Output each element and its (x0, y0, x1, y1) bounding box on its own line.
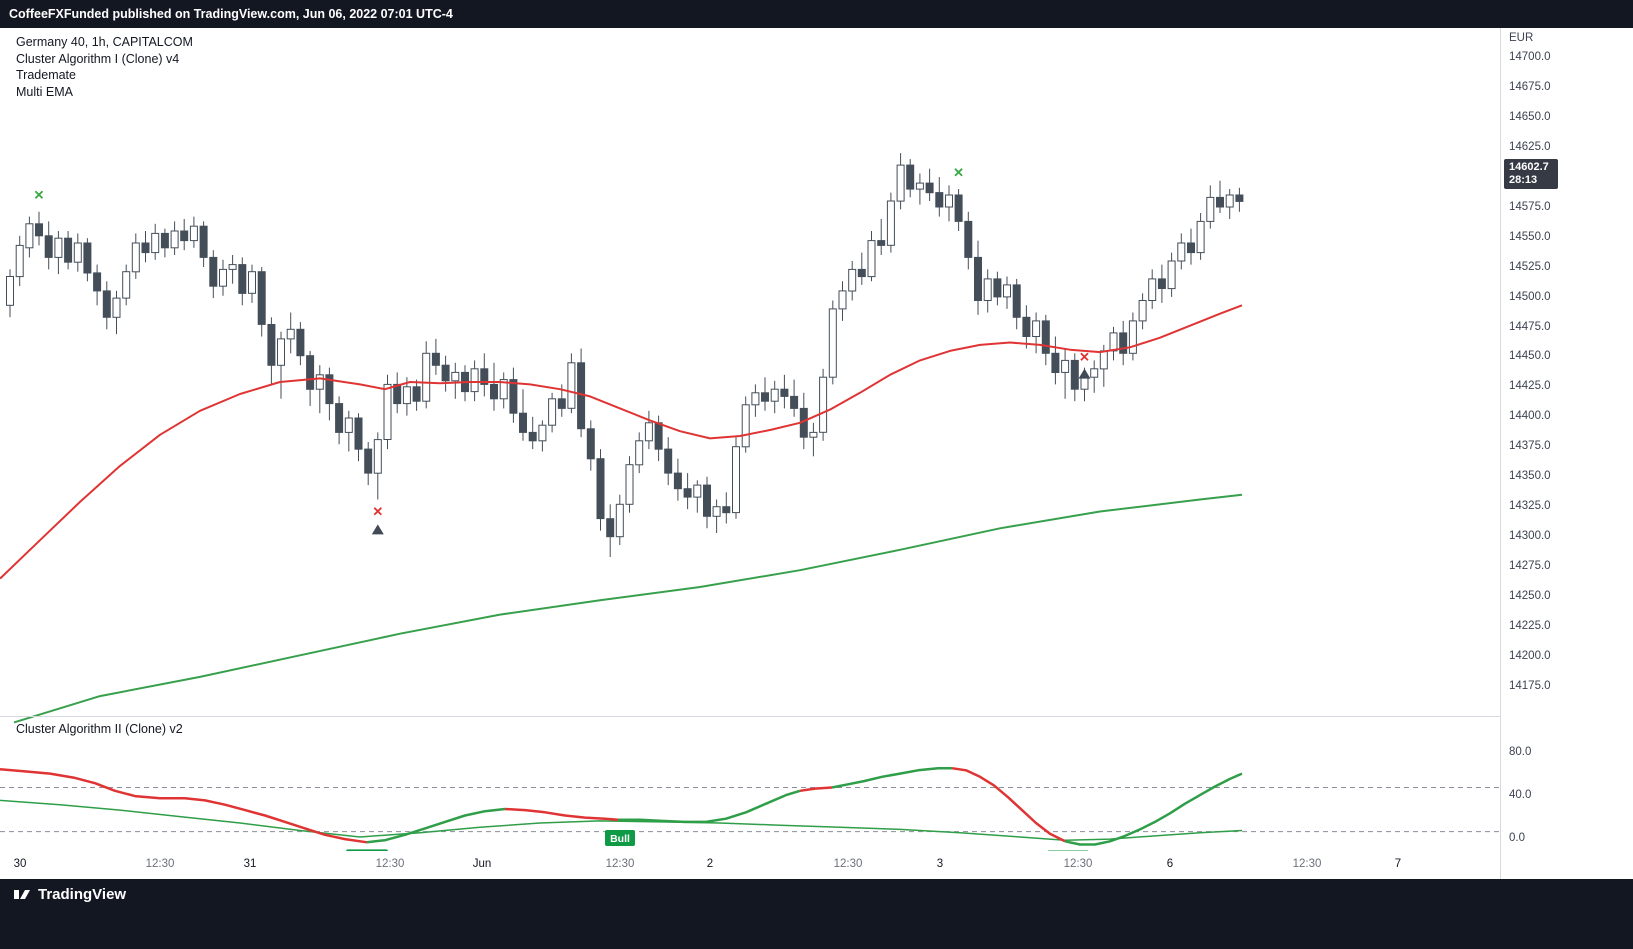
price-axis-label: 14300.0 (1509, 530, 1551, 543)
price-axis-label: 14350.0 (1509, 470, 1551, 483)
oscillator-main-line (831, 766, 952, 789)
indicator-cluster-algorithm-1[interactable]: Cluster Algorithm I (Clone) v4 (16, 51, 180, 66)
price-axis-label: 14500.0 (1509, 290, 1551, 303)
price-axis-label: 14250.0 (1509, 590, 1551, 603)
signal-x-marker: ✕ (34, 188, 45, 203)
last-price-badge: 14602.7 28:13 (1504, 159, 1558, 190)
last-price-value: 14602.7 (1509, 161, 1549, 174)
pane-divider[interactable] (0, 716, 1633, 717)
time-axis-label: 12:30 (145, 858, 175, 870)
footer-bar: TradingView (0, 879, 1633, 949)
price-axis[interactable]: EUR 14602.7 28:13 14700.0 14675.0 14650.0 1… (1500, 28, 1633, 879)
time-axis-label: 2 (706, 858, 714, 870)
price-axis-label: 14625.0 (1509, 140, 1551, 153)
price-axis-label: 14375.0 (1509, 440, 1551, 453)
publish-banner: CoffeeFXFunded published on TradingView.… (0, 0, 1633, 28)
time-axis-label: 12:30 (1292, 858, 1322, 870)
oscillator-main-line (1064, 772, 1243, 846)
time-axis-label: 30 (13, 858, 27, 870)
tradingview-logo-icon (14, 890, 30, 899)
oscillator-pane[interactable]: H BullBullH Bull (0, 744, 1500, 879)
oscillator-main-line (0, 768, 368, 844)
svg-text:Bull: Bull (610, 833, 630, 845)
price-axis-label: 14525.0 (1509, 260, 1551, 273)
signal-x-marker: ✕ (1079, 349, 1090, 364)
indicator-trademate[interactable]: Trademate (16, 68, 76, 82)
time-axis-label: 12:30 (1063, 858, 1093, 870)
time-axis-label: 6 (1166, 858, 1174, 870)
price-axis-label: 14450.0 (1509, 350, 1551, 363)
time-axis-label: 3 (936, 858, 944, 870)
tradingview-logo-text: TradingView (38, 886, 127, 903)
bull-signal-badge: Bull (605, 830, 635, 846)
tradingview-logo[interactable]: TradingView (13, 885, 126, 904)
bar-countdown: 28:13 (1509, 174, 1538, 187)
main-price-pane[interactable]: ✕ ✕ ✕ ✕ (0, 56, 1500, 744)
oscillator-main-line (618, 789, 801, 824)
time-axis-label: 7 (1394, 858, 1402, 870)
price-axis-label: 14225.0 (1509, 620, 1551, 633)
price-axis-label: 14650.0 (1509, 110, 1551, 123)
signal-triangle-marker (371, 524, 384, 535)
price-axis-label: 14400.0 (1509, 410, 1551, 423)
candles (6, 153, 1244, 557)
symbol-title[interactable]: Germany 40, 1h, CAPITALCOM (16, 35, 193, 49)
indicator-multi-ema[interactable]: Multi EMA (16, 84, 73, 99)
oscillator-axis-label: 80.0 (1509, 746, 1532, 758)
time-axis-label: 12:30 (375, 858, 405, 870)
signal-x-marker: ✕ (372, 504, 383, 519)
price-axis-label: 14475.0 (1509, 320, 1551, 333)
time-axis-label: Jun (472, 858, 492, 870)
main-pane-legend: Germany 40, 1h, CAPITALCOM Cluster Algor… (16, 34, 193, 100)
ema-fast-red-line (0, 304, 1243, 580)
chart-panes: ✕ ✕ ✕ ✕ H BullBullH Bull (0, 28, 1500, 879)
price-axis-label: 14275.0 (1509, 560, 1551, 573)
price-axis-label: 14675.0 (1509, 80, 1551, 93)
price-axis-label: 14700.0 (1509, 50, 1551, 63)
time-axis-label: 12:30 (833, 858, 863, 870)
price-axis-label: 14550.0 (1509, 230, 1551, 243)
price-axis-label: 14325.0 (1509, 500, 1551, 513)
oscillator-main-line (504, 807, 619, 822)
oscillator-pane-legend: Cluster Algorithm II (Clone) v2 (16, 722, 183, 736)
oscillator-axis-label: 0.0 (1509, 832, 1525, 844)
indicator-cluster-algorithm-2[interactable]: Cluster Algorithm II (Clone) v2 (16, 722, 183, 736)
price-axis-label: 14425.0 (1509, 380, 1551, 393)
oscillator-main-line (951, 766, 1066, 843)
time-axis-label: 31 (243, 858, 257, 870)
price-axis-label: 14175.0 (1509, 680, 1551, 692)
currency-label: EUR (1509, 32, 1534, 44)
price-axis-label: 14575.0 (1509, 200, 1551, 213)
oscillator-main-line (799, 786, 833, 793)
time-axis-label: 12:30 (605, 858, 635, 870)
signal-x-marker: ✕ (953, 165, 964, 180)
price-axis-label: 14200.0 (1509, 650, 1551, 663)
time-axis[interactable]: 30 12:30 31 12:30 Jun 12:30 2 12:30 3 12:30 6 12:30… (0, 851, 1500, 879)
oscillator-main-line (366, 807, 506, 844)
signal-triangle-marker (1078, 368, 1091, 379)
publish-banner-text: CoffeeFXFunded published on TradingView.… (9, 7, 453, 21)
oscillator-axis-label: 40.0 (1509, 789, 1532, 801)
ema-slow-green-line (13, 493, 1243, 724)
